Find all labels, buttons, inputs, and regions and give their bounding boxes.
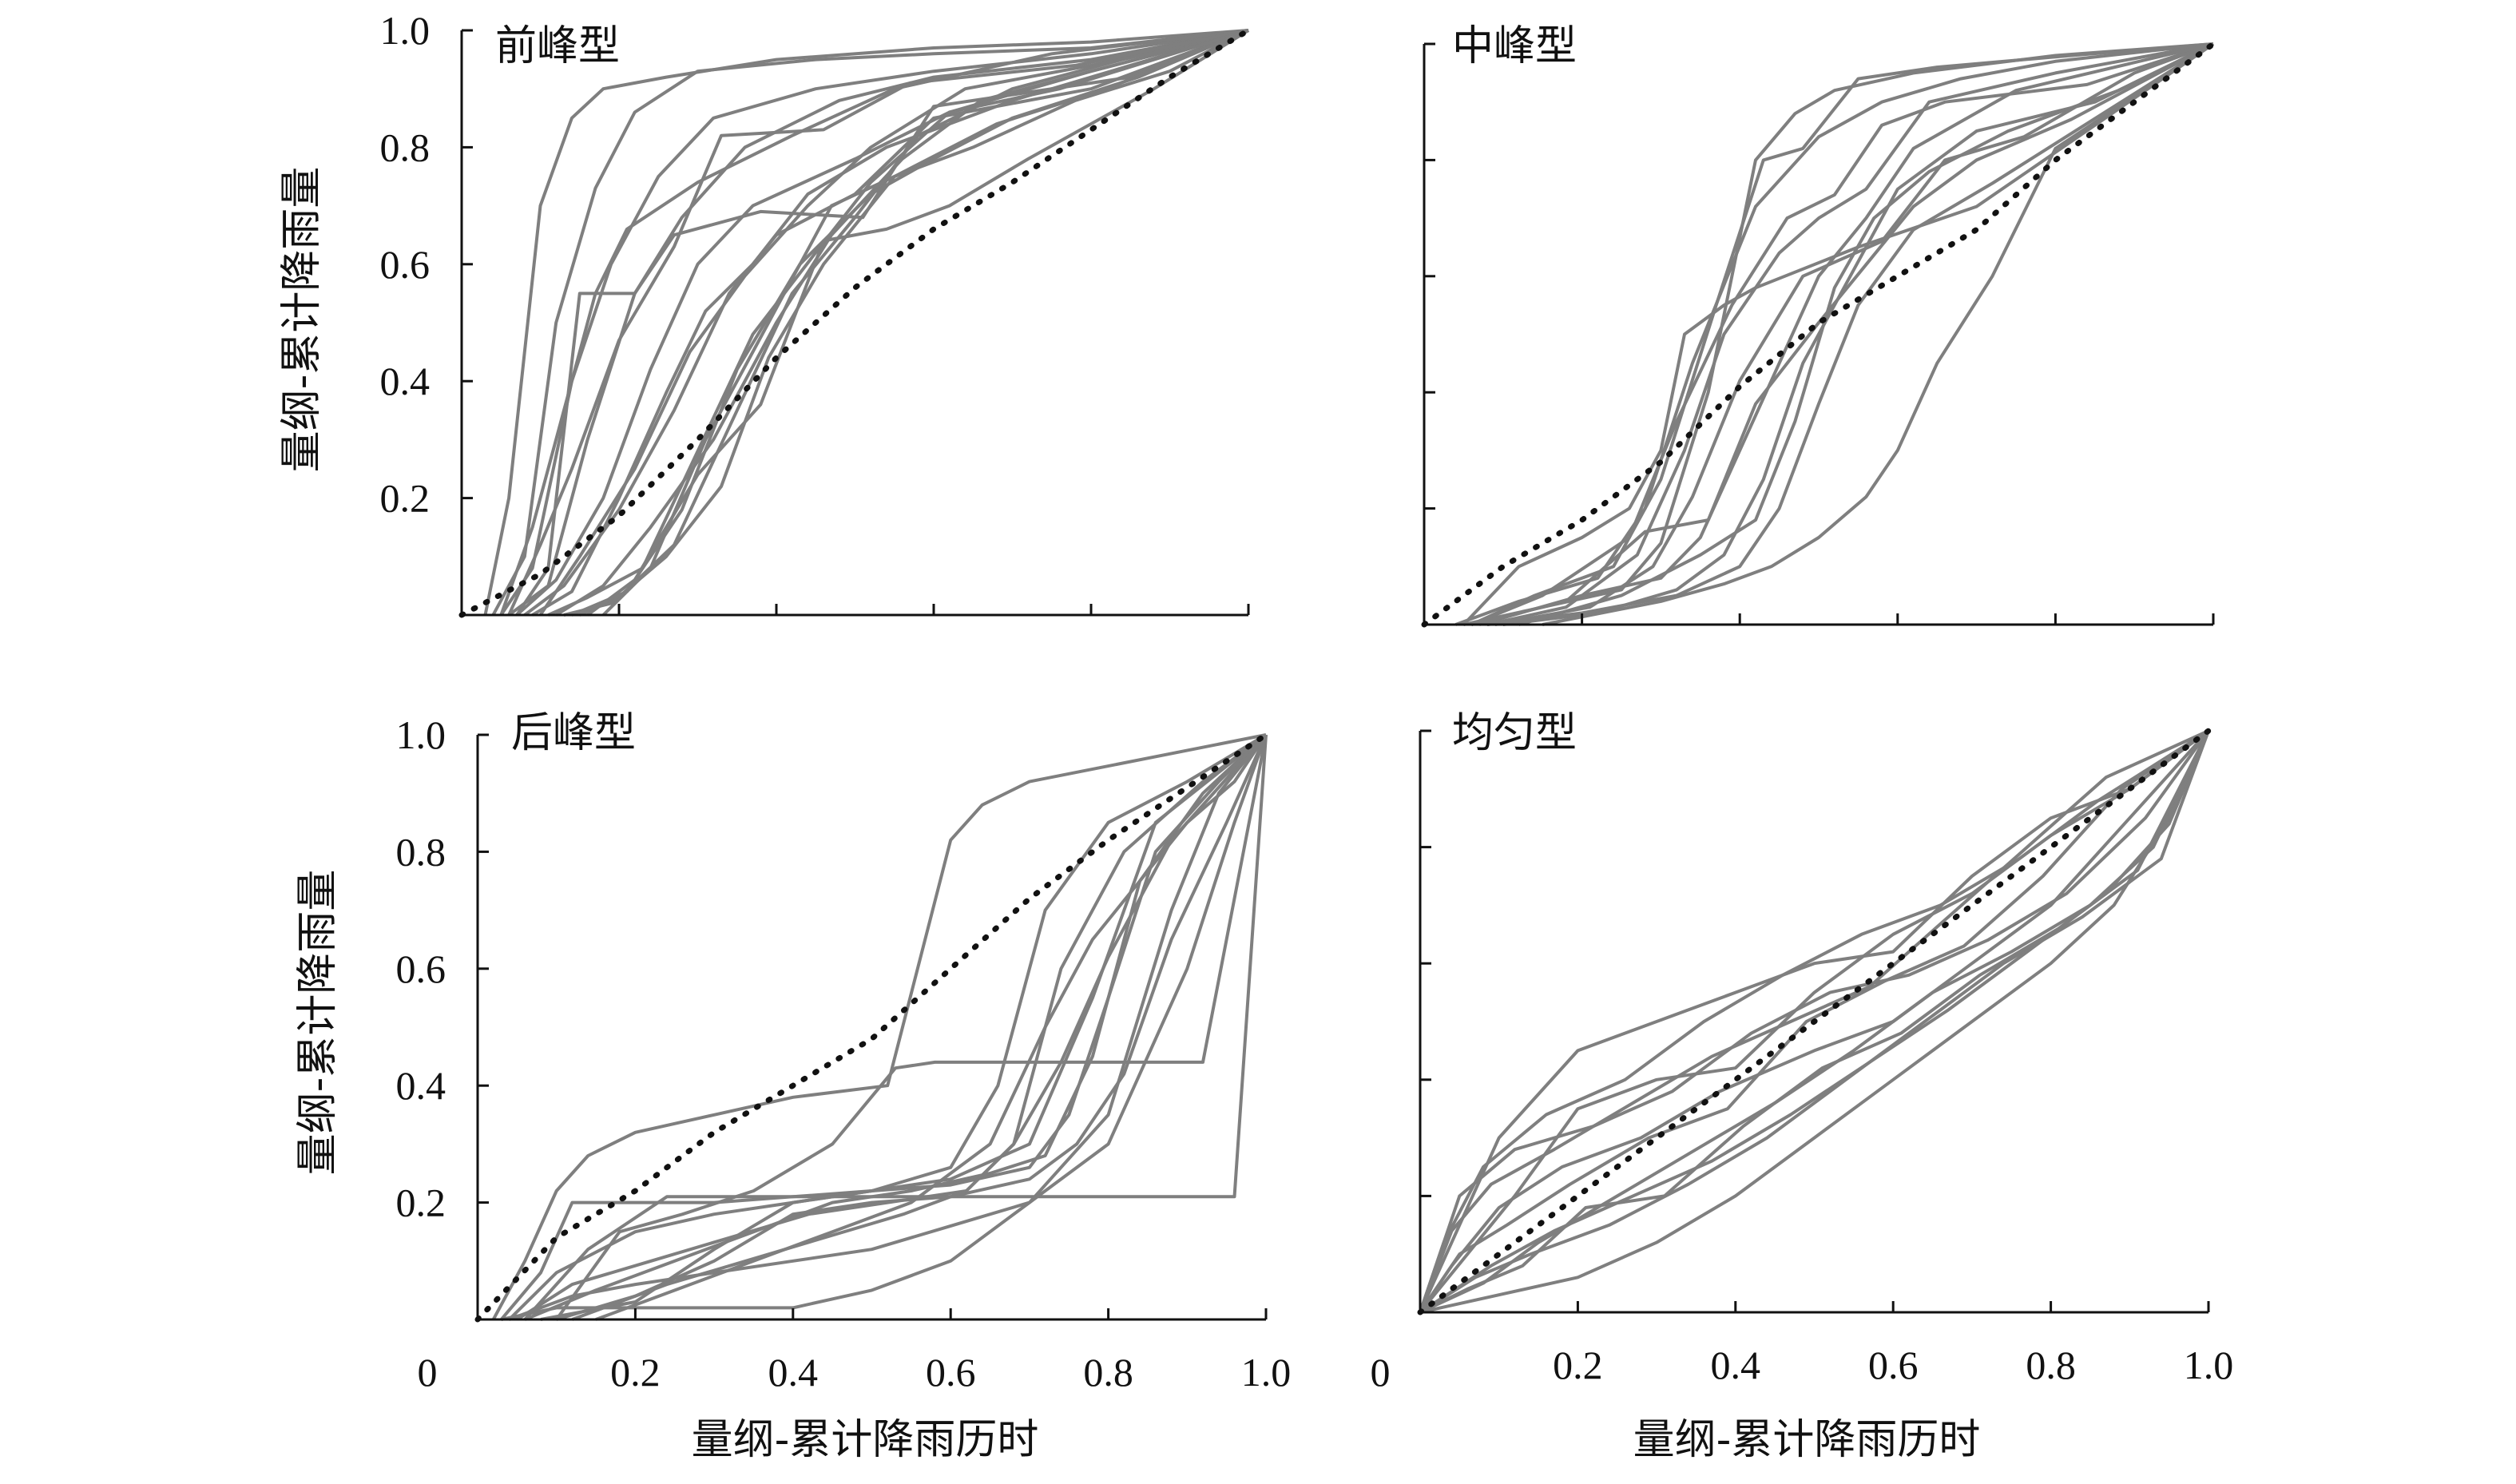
y-tick-label: 0.2 (380, 476, 431, 521)
x-tick-label: 0.6 (926, 1350, 976, 1395)
event-line-9 (1486, 42, 2215, 626)
y-tick-label: 0.8 (396, 829, 446, 874)
plot-layer: 0.2 0.4 0.6 0.8 1.0 (1417, 728, 2234, 1387)
plot-layer: 0.2 0.4 0.6 0.8 1.0 0.2 0.4 0.6 0.8 1.0 (396, 712, 1292, 1395)
panel-front-peak: 0.2 0.4 0.6 0.8 1.0 前峰型 量纲-累计降雨量 (278, 8, 1252, 618)
event-line-10 (499, 29, 1249, 616)
mean-line (458, 27, 1252, 618)
plot-layer (1421, 41, 2216, 628)
event-line-8 (555, 29, 1249, 617)
panel-title: 前峰型 (495, 22, 620, 70)
event-line-13 (508, 733, 1268, 1321)
event-line-1 (491, 733, 1267, 1320)
event-line-7 (1478, 42, 2214, 626)
y-axis-title: 量纲-累计降雨量 (294, 870, 342, 1176)
x-tick-label: 0.8 (2026, 1343, 2076, 1387)
x-tick-label: 0.2 (1553, 1343, 1603, 1387)
event-line-2 (1462, 42, 2214, 626)
panel-mid-peak: 中峰型 (1421, 22, 2216, 628)
event-line-7 (556, 734, 1268, 1321)
y-tick-label: 0.6 (380, 242, 431, 287)
event-line-4 (1486, 42, 2214, 626)
event-line-7 (538, 29, 1249, 617)
event-line-18 (601, 29, 1249, 617)
event-line-10 (1419, 730, 2210, 1314)
event-line-7 (1419, 729, 2210, 1313)
panel-uniform: 0.2 0.4 0.6 0.8 1.0 均匀型 量纲-累计降雨历时 0 (1371, 709, 2234, 1464)
event-line-10 (1518, 42, 2214, 626)
event-line-14 (547, 29, 1249, 617)
y-tick-label: 0.4 (396, 1063, 446, 1108)
event-line-5 (1470, 42, 2214, 626)
event-line-12 (1419, 730, 2210, 1314)
event-line-4 (516, 733, 1268, 1321)
y-tick-label: 0.4 (380, 359, 431, 403)
x-tick-label: 1.0 (1241, 1350, 1292, 1395)
x-tick-label: 1.0 (2184, 1343, 2234, 1387)
event-line-2 (491, 29, 1249, 616)
y-tick-label: 0.6 (396, 946, 446, 991)
event-line-11 (555, 734, 1268, 1321)
event-line-3 (508, 733, 1268, 1321)
x-tick-label: 0.4 (1711, 1343, 1761, 1387)
x-axis-title: 量纲-累计降雨历时 (1633, 1416, 1981, 1464)
event-line-9 (1419, 729, 2210, 1314)
y-tick-label: 1.0 (396, 712, 446, 757)
event-line-6 (1419, 730, 2210, 1314)
event-line-3 (1470, 42, 2214, 626)
x-tick-label: 0.6 (1868, 1343, 1919, 1387)
x-origin-label: 0 (418, 1350, 438, 1395)
event-line-13 (531, 29, 1249, 617)
panel-late-peak: 0.2 0.4 0.6 0.8 1.0 0.2 0.4 0.6 0.8 1.0 后峰型 量纲-累计… (294, 709, 1291, 1464)
panel-title: 中峰型 (1452, 22, 1577, 70)
event-line-6 (1462, 42, 2215, 626)
event-line-5 (515, 29, 1249, 617)
x-tick-label: 0.8 (1083, 1350, 1133, 1395)
event-line-16 (571, 29, 1249, 617)
event-line-11 (1419, 729, 2209, 1313)
event-line-8 (523, 734, 1268, 1321)
event-line-1 (1454, 42, 2214, 626)
y-tick-label: 0.8 (380, 125, 431, 169)
panel-title: 均匀型 (1452, 709, 1577, 757)
y-tick-label: 0.2 (396, 1180, 446, 1225)
x-tick-label: 0.2 (610, 1350, 661, 1395)
event-line-8 (1502, 42, 2214, 626)
event-line-12 (515, 29, 1249, 617)
event-line-13 (1542, 42, 2215, 626)
event-line-12 (1494, 42, 2214, 626)
x-origin-label: 0 (1371, 1350, 1391, 1395)
event-line-3 (499, 29, 1249, 617)
x-axis-title: 量纲-累计降雨历时 (692, 1416, 1039, 1464)
event-line-11 (507, 29, 1249, 616)
y-axis-title: 量纲-累计降雨量 (278, 167, 326, 473)
event-line-17 (586, 29, 1250, 617)
panel-title: 后峰型 (511, 709, 636, 757)
event-line-4 (507, 29, 1249, 617)
event-line-3 (1419, 729, 2210, 1314)
event-line-9 (578, 29, 1249, 617)
event-line-11 (1470, 42, 2214, 626)
event-line-12 (595, 733, 1268, 1321)
mean-line (474, 732, 1269, 1323)
event-line-6 (540, 733, 1268, 1321)
plot-layer: 0.2 0.4 0.6 0.8 1.0 (380, 8, 1252, 618)
mean-line (1417, 728, 2212, 1315)
x-tick-label: 0.4 (768, 1350, 819, 1395)
event-line-5 (1419, 729, 2210, 1313)
event-line-9 (501, 734, 1268, 1321)
event-line-1 (483, 29, 1249, 616)
y-tick-label: 1.0 (380, 8, 431, 53)
